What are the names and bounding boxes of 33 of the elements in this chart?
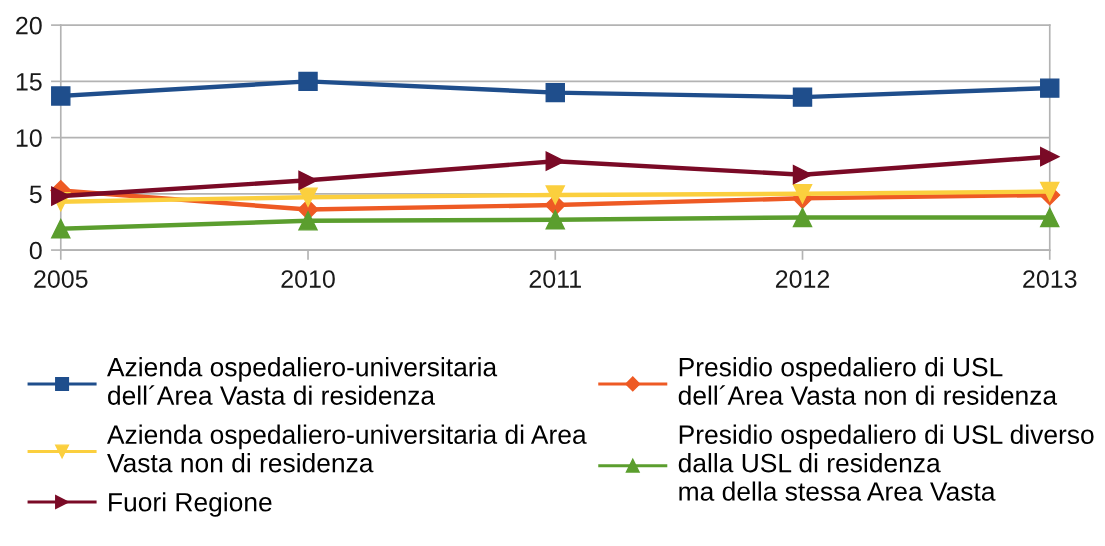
point <box>545 209 565 230</box>
point <box>545 82 565 103</box>
point <box>792 207 813 228</box>
x-tick-label: 2013 <box>1023 270 1077 288</box>
point <box>1040 207 1060 228</box>
y-tick-label: 5 <box>29 185 42 204</box>
y-tick-label: 10 <box>16 129 42 147</box>
point <box>545 151 565 171</box>
legend-label: Presidio ospedaliero di USL dell´Area Vasta non di residenza <box>678 357 1058 405</box>
point <box>1040 78 1060 98</box>
point <box>51 186 71 206</box>
y-tick-label: 15 <box>16 73 42 91</box>
point <box>298 187 318 207</box>
legend-label: Fuori Regione <box>109 492 272 517</box>
point <box>51 86 71 106</box>
x-tick-label: 2011 <box>529 270 581 288</box>
legend-label: Presidio ospedaliero di USL diverso dalla USL di residenza ma della stessa Area Vasta <box>678 424 1094 501</box>
point <box>51 218 71 239</box>
y-tick-label: 20 <box>16 16 42 35</box>
point <box>298 211 318 231</box>
point <box>298 71 318 92</box>
x-tick-label: 2010 <box>281 270 335 288</box>
x-tick-label: 2012 <box>775 270 830 288</box>
point <box>545 185 565 205</box>
point <box>792 184 813 204</box>
point <box>1040 146 1060 167</box>
x-tick-label: 2005 <box>34 270 88 288</box>
point <box>792 87 813 107</box>
point <box>792 164 813 185</box>
y-tick-label: 0 <box>29 241 42 260</box>
point <box>298 170 318 191</box>
legend-label: Azienda ospedaliero-universitaria di Area Vasta non di residenza <box>106 424 587 473</box>
legend-label: Azienda ospedaliero-universitaria dell´Area Vasta di residenza <box>106 357 498 405</box>
